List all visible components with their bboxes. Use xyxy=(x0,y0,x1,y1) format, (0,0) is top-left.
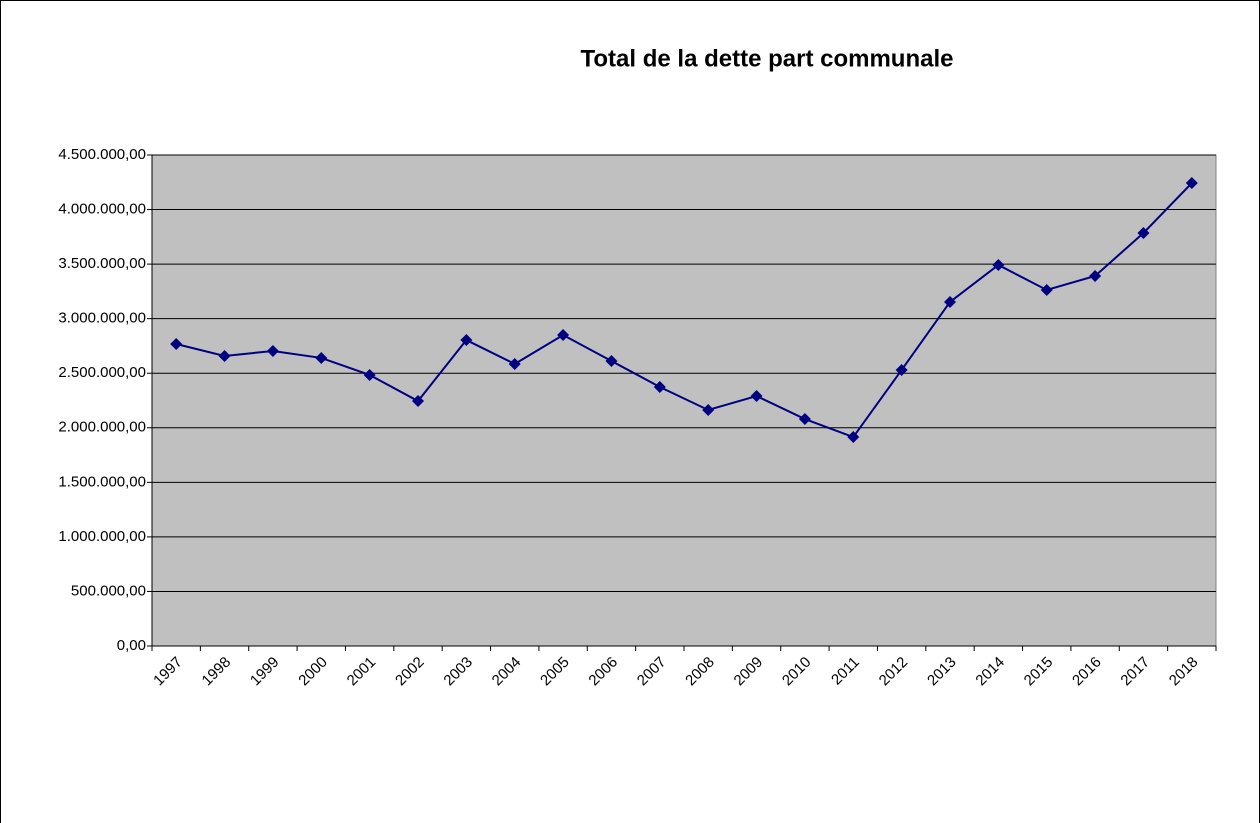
y-tick-label: 1.000.000,00 xyxy=(58,528,146,545)
marker xyxy=(508,357,521,370)
y-tick-label: 2.500.000,00 xyxy=(58,364,146,381)
y-tick-label: 3.000.000,00 xyxy=(58,310,146,327)
marker xyxy=(847,431,860,444)
marker xyxy=(992,258,1005,271)
marker xyxy=(1040,283,1053,296)
marker xyxy=(653,380,666,393)
series-line xyxy=(175,182,1193,439)
marker xyxy=(557,329,570,342)
y-tick-label: 2.000.000,00 xyxy=(58,419,146,436)
chart-title: Total de la dette part communale xyxy=(581,45,954,72)
y-tick-label: 3.500.000,00 xyxy=(58,255,146,272)
marker xyxy=(1089,270,1102,283)
marker xyxy=(605,355,618,368)
marker xyxy=(1137,227,1150,240)
marker xyxy=(266,344,279,357)
marker xyxy=(750,390,763,403)
marker xyxy=(460,334,473,347)
y-tick-label: 4.500.000,00 xyxy=(58,146,146,163)
marker xyxy=(702,403,715,416)
marker xyxy=(412,395,424,408)
y-tick-label: 4.000.000,00 xyxy=(58,201,146,218)
marker xyxy=(170,337,183,350)
y-tick-label: 0,00 xyxy=(117,637,146,654)
marker xyxy=(218,349,231,362)
plot-area xyxy=(151,154,1217,647)
marker xyxy=(895,363,908,376)
marker xyxy=(798,413,811,426)
marker xyxy=(944,295,956,308)
marker xyxy=(1185,177,1198,190)
y-tick-label: 500.000,00 xyxy=(71,582,146,599)
marker xyxy=(363,368,376,381)
marker xyxy=(315,351,328,364)
y-tick-label: 1.500.000,00 xyxy=(58,473,146,490)
